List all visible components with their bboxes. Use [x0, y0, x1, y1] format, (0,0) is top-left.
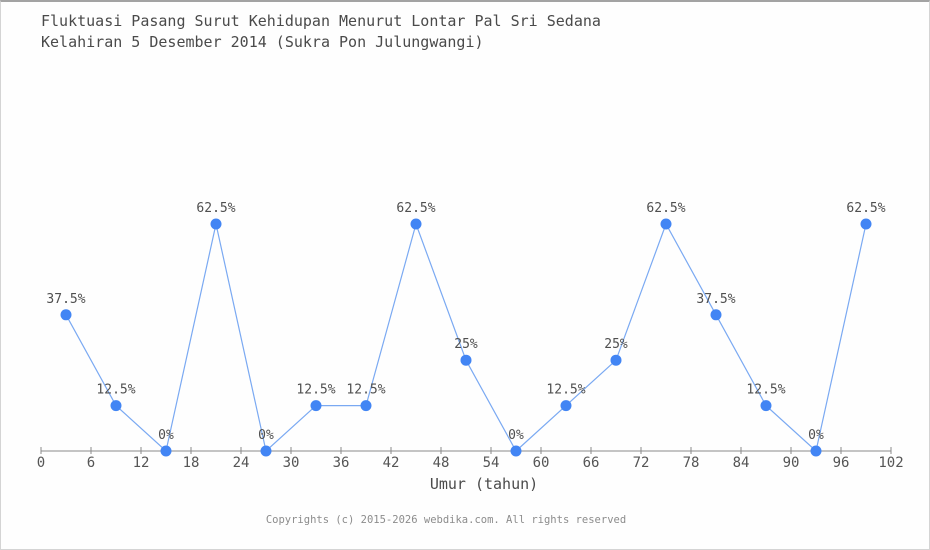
data-point [410, 218, 422, 230]
data-point [660, 218, 672, 230]
x-axis-tick-label: 90 [783, 455, 800, 471]
data-point-label: 25% [454, 337, 478, 352]
chart-title-line1: Fluktuasi Pasang Surut Kehidupan Menurut… [41, 12, 601, 30]
x-axis-tick-label: 42 [383, 455, 400, 471]
copyright-footer: Copyrights (c) 2015-2026 webdika.com. Al… [265, 514, 627, 526]
x-axis-tick-label: 84 [733, 455, 750, 471]
chart-title: Fluktuasi Pasang Surut Kehidupan Menurut… [41, 11, 601, 53]
data-point-label: 0% [158, 428, 174, 443]
data-point [160, 445, 172, 457]
data-point [260, 445, 272, 457]
x-axis-tick-label: 96 [833, 455, 850, 471]
data-point [610, 354, 622, 366]
data-point [710, 309, 722, 321]
data-point-label: 0% [258, 428, 274, 443]
x-axis-tick-label: 66 [583, 455, 600, 471]
data-point [810, 445, 822, 457]
data-point [60, 309, 72, 321]
data-point-label: 12.5% [96, 383, 135, 398]
x-axis-tick-label: 30 [283, 455, 300, 471]
x-axis-tick-label: 78 [683, 455, 700, 471]
x-axis-tick-label: 24 [233, 455, 250, 471]
x-axis-tick-label: 18 [183, 455, 200, 471]
data-point-label: 0% [808, 428, 824, 443]
x-axis-tick-label: 36 [333, 455, 350, 471]
x-axis-tick-label: 60 [533, 455, 550, 471]
data-point-label: 12.5% [746, 383, 785, 398]
data-point [460, 354, 472, 366]
data-point-label: 37.5% [696, 292, 735, 307]
data-point [110, 400, 122, 412]
data-point-label: 62.5% [196, 201, 235, 216]
data-point [560, 400, 572, 412]
x-axis-tick-label: 12 [133, 455, 150, 471]
x-axis-tick-label: 54 [483, 455, 500, 471]
data-point [360, 400, 372, 412]
data-point-label: 12.5% [346, 383, 385, 398]
data-point-label: 62.5% [396, 201, 435, 216]
x-axis-title: Umur (tahun) [430, 475, 538, 493]
data-point [210, 218, 222, 230]
x-axis-tick-label: 0 [37, 455, 45, 471]
data-point-label: 25% [604, 337, 628, 352]
data-point-label: 0% [508, 428, 524, 443]
data-point [860, 218, 872, 230]
x-axis-tick-label: 72 [633, 455, 650, 471]
data-point [310, 400, 322, 412]
data-point-label: 62.5% [846, 201, 885, 216]
x-axis-tick-label: 102 [878, 455, 903, 471]
data-point [510, 445, 522, 457]
x-axis-tick-label: 48 [433, 455, 450, 471]
data-point-label: 37.5% [46, 292, 85, 307]
data-point-label: 12.5% [546, 383, 585, 398]
chart-title-line2: Kelahiran 5 Desember 2014 (Sukra Pon Jul… [41, 33, 484, 51]
x-axis-tick-label: 6 [87, 455, 95, 471]
data-point [760, 400, 772, 412]
data-point-label: 62.5% [646, 201, 685, 216]
data-point-label: 12.5% [296, 383, 335, 398]
